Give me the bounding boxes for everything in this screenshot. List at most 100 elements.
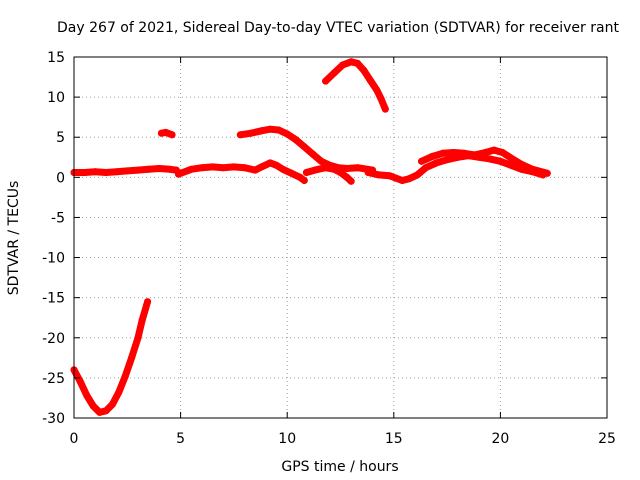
x-tick-label: 20 <box>491 431 509 447</box>
y-tick-label: 5 <box>56 130 65 146</box>
series-arc-mid1 <box>175 159 308 184</box>
data-point <box>145 165 153 173</box>
data-point <box>236 131 244 139</box>
data-point <box>375 171 383 179</box>
data-point <box>518 161 526 168</box>
data-point <box>302 169 310 176</box>
y-axis-label: SDTVAR / TECUs <box>6 181 22 296</box>
data-point <box>279 165 287 173</box>
data-point <box>413 171 421 179</box>
data-point <box>373 86 381 94</box>
grid <box>74 57 607 418</box>
y-tick-label: -10 <box>42 251 65 267</box>
data-point <box>266 159 274 167</box>
data-point <box>241 164 249 172</box>
series-arc-base <box>70 165 180 176</box>
data-point <box>543 169 551 177</box>
y-tick-label: -15 <box>42 291 65 307</box>
data-point <box>175 170 182 178</box>
data-point <box>507 154 515 162</box>
data-point <box>354 164 362 172</box>
x-tick-label: 5 <box>176 431 185 447</box>
series-arc-17 <box>418 146 551 177</box>
y-tick-label: 10 <box>47 90 65 106</box>
data-point <box>330 165 338 173</box>
data-point <box>168 131 176 139</box>
chart-title: Day 267 of 2021, Sidereal Day-to-day VTE… <box>57 20 619 36</box>
data-point <box>322 77 330 85</box>
data-point <box>490 146 498 154</box>
data-point <box>76 378 84 386</box>
series-arc-5 <box>236 125 376 174</box>
data-point <box>347 58 355 66</box>
data-point <box>330 69 338 77</box>
data-point <box>460 149 468 157</box>
y-tick-label: -20 <box>42 331 65 347</box>
data-point <box>108 400 116 408</box>
data-point <box>258 163 266 171</box>
data-points <box>70 58 551 416</box>
data-point <box>482 149 489 156</box>
data-point <box>418 157 425 165</box>
data-point <box>381 105 389 113</box>
data-point <box>292 136 300 144</box>
data-point <box>187 165 195 173</box>
data-point <box>337 169 344 176</box>
data-point <box>273 161 280 169</box>
data-point <box>230 163 238 171</box>
data-point <box>121 372 129 380</box>
data-point <box>499 149 506 156</box>
data-point <box>198 164 206 172</box>
y-tick-label: -5 <box>51 210 65 226</box>
data-point <box>311 166 319 174</box>
y-tick-label: 15 <box>47 50 65 66</box>
data-point <box>166 165 174 173</box>
data-point <box>347 177 355 185</box>
data-point <box>155 165 163 172</box>
data-point <box>354 59 362 67</box>
data-point <box>360 67 368 75</box>
data-point <box>258 127 266 135</box>
data-point <box>300 143 308 151</box>
data-point <box>83 392 91 399</box>
data-point <box>496 157 504 165</box>
data-point <box>113 168 121 176</box>
data-point <box>134 334 142 342</box>
axis-ticks: 0 5 10 15 20 25 15 10 5 0 -5 -10 -15 -20 -25 -30 <box>42 50 616 447</box>
series-arc-small <box>157 128 176 139</box>
y-tick-label: -30 <box>42 411 65 427</box>
data-point <box>528 165 536 173</box>
data-point <box>123 167 131 175</box>
data-point <box>443 156 451 164</box>
data-point <box>392 174 400 182</box>
y-tick-label: -25 <box>42 371 65 387</box>
data-point <box>219 164 227 172</box>
data-point <box>134 166 142 174</box>
data-point <box>162 128 170 136</box>
data-point <box>339 61 347 69</box>
data-point <box>322 164 330 172</box>
data-point <box>364 169 372 176</box>
series-trace <box>322 58 389 113</box>
data-point <box>115 388 123 396</box>
data-point <box>450 149 457 156</box>
data-point <box>102 169 110 176</box>
data-point <box>432 159 440 167</box>
data-point <box>471 151 479 159</box>
x-tick-label: 10 <box>278 431 296 447</box>
data-point <box>209 163 217 171</box>
data-point <box>317 157 325 165</box>
data-point <box>366 76 374 84</box>
data-point <box>428 153 436 160</box>
series-arc-15 <box>364 152 547 184</box>
data-point <box>486 155 494 163</box>
data-point <box>144 298 152 306</box>
data-point <box>81 169 89 176</box>
plot-border <box>73 56 608 419</box>
data-point <box>309 150 317 158</box>
x-tick-label: 0 <box>70 431 79 447</box>
data-point <box>96 408 104 416</box>
data-point <box>343 165 351 172</box>
